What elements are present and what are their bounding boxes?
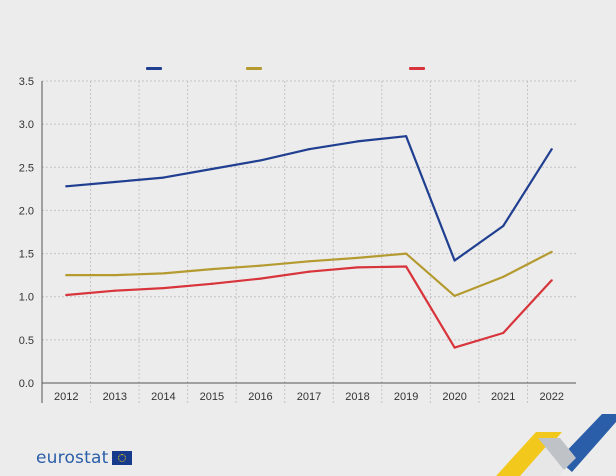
data-point-s2-2018 — [356, 256, 359, 259]
y-tick-label-2.0: 2.0 — [19, 205, 34, 217]
data-point-s2-2021 — [502, 275, 505, 278]
y-tick-label-1.5: 1.5 — [19, 249, 34, 261]
x-tick-label-2013: 2013 — [103, 391, 127, 403]
data-point-s3-2020 — [453, 346, 456, 349]
data-point-s1-2014 — [162, 176, 165, 179]
legend-swatch-1 — [146, 67, 162, 70]
x-tick-label-2015: 2015 — [200, 391, 224, 403]
data-point-s3-2022 — [550, 279, 553, 282]
x-tick-label-2017: 2017 — [297, 391, 321, 403]
legend-swatch-2 — [246, 67, 262, 70]
x-tick-label-2018: 2018 — [345, 391, 369, 403]
x-tick-label-2012: 2012 — [54, 391, 78, 403]
data-point-s2-2019 — [404, 252, 408, 255]
x-tick-label-2014: 2014 — [151, 391, 175, 403]
data-point-s1-2020 — [453, 259, 456, 262]
y-tick-label-3.0: 3.0 — [19, 119, 34, 131]
data-point-s2-2015 — [210, 268, 214, 271]
y-tick-label-0.0: 0.0 — [19, 378, 34, 390]
x-tick-label-2022: 2022 — [539, 391, 563, 403]
y-tick-label-1.0: 1.0 — [19, 292, 34, 304]
data-point-s1-2013 — [113, 180, 116, 184]
data-point-s1-2012 — [65, 185, 68, 188]
data-point-s1-2021 — [502, 224, 505, 228]
data-point-s2-2013 — [113, 274, 116, 277]
legend-swatch-3 — [409, 67, 425, 70]
data-point-s3-2017 — [307, 270, 311, 273]
data-point-s1-2022 — [550, 148, 553, 151]
data-point-s2-2014 — [162, 272, 165, 275]
x-tick-label-2020: 2020 — [442, 391, 466, 403]
data-point-s3-2021 — [502, 331, 505, 335]
logo-text: eurostat — [36, 448, 109, 468]
data-point-s2-2017 — [307, 260, 311, 263]
data-point-s3-2012 — [65, 293, 68, 297]
data-point-s3-2016 — [259, 277, 262, 280]
data-point-s2-2012 — [65, 274, 68, 277]
data-point-s1-2015 — [210, 167, 214, 171]
x-tick-label-2019: 2019 — [394, 391, 418, 403]
data-point-s1-2016 — [259, 159, 262, 162]
y-tick-label-3.5: 3.5 — [19, 76, 34, 88]
y-tick-label-2.5: 2.5 — [19, 162, 34, 174]
data-point-s1-2018 — [356, 140, 359, 143]
data-point-s3-2013 — [113, 289, 116, 292]
x-tick-label-2016: 2016 — [248, 391, 272, 403]
data-point-s3-2015 — [210, 282, 214, 285]
eu-flag-icon — [112, 451, 133, 465]
x-tick-label-2021: 2021 — [491, 391, 515, 403]
y-tick-label-0.5: 0.5 — [19, 335, 34, 347]
data-point-s1-2019 — [404, 135, 408, 138]
decorative-corner-chevron-icon — [496, 414, 616, 476]
data-point-s2-2020 — [453, 294, 456, 297]
data-point-s3-2018 — [356, 266, 359, 269]
data-point-s1-2017 — [307, 148, 311, 151]
data-point-s3-2019 — [404, 265, 408, 268]
data-point-s3-2014 — [162, 286, 165, 290]
eurostat-logo: eurostat — [36, 448, 133, 468]
data-point-s2-2022 — [550, 250, 553, 253]
data-point-s2-2016 — [259, 264, 262, 267]
